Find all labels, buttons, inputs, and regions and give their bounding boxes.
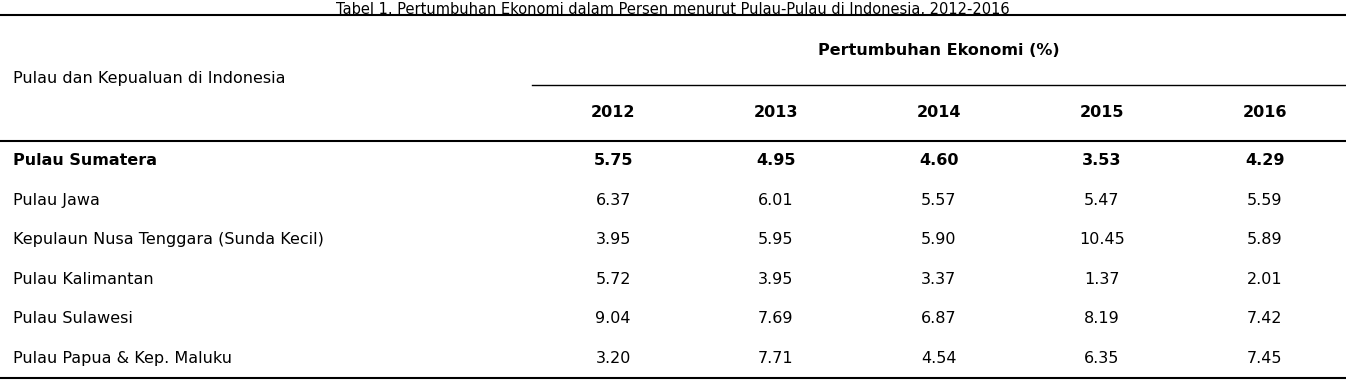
Text: 2015: 2015 [1079,105,1124,120]
Text: 8.19: 8.19 [1084,312,1120,327]
Text: Pulau dan Kepualuan di Indonesia: Pulau dan Kepualuan di Indonesia [13,71,285,86]
Text: 1.37: 1.37 [1084,272,1120,287]
Text: 3.37: 3.37 [921,272,957,287]
Text: 3.95: 3.95 [758,272,794,287]
Text: 5.72: 5.72 [595,272,631,287]
Text: 5.57: 5.57 [921,193,957,208]
Text: 7.69: 7.69 [758,312,794,327]
Text: 5.95: 5.95 [758,232,794,247]
Text: 6.37: 6.37 [595,193,631,208]
Text: Pulau Jawa: Pulau Jawa [13,193,101,208]
Text: 5.47: 5.47 [1084,193,1120,208]
Text: 7.71: 7.71 [758,351,794,366]
Text: 6.35: 6.35 [1084,351,1120,366]
Text: Pulau Sulawesi: Pulau Sulawesi [13,312,133,327]
Text: 6.01: 6.01 [758,193,794,208]
Text: 6.87: 6.87 [921,312,957,327]
Text: 5.90: 5.90 [921,232,957,247]
Text: Pertumbuhan Ekonomi (%): Pertumbuhan Ekonomi (%) [818,43,1059,58]
Text: 3.53: 3.53 [1082,153,1121,168]
Text: 10.45: 10.45 [1079,232,1124,247]
Text: 2012: 2012 [591,105,635,120]
Text: Tabel 1. Pertumbuhan Ekonomi dalam Persen menurut Pulau-Pulau di Indonesia, 2012: Tabel 1. Pertumbuhan Ekonomi dalam Perse… [336,2,1010,17]
Text: 5.75: 5.75 [594,153,633,168]
Text: 7.42: 7.42 [1246,312,1283,327]
Text: 4.95: 4.95 [756,153,795,168]
Text: 3.20: 3.20 [595,351,631,366]
Text: 2.01: 2.01 [1246,272,1283,287]
Text: 4.29: 4.29 [1245,153,1284,168]
Text: 7.45: 7.45 [1246,351,1283,366]
Text: 2016: 2016 [1242,105,1287,120]
Text: 2013: 2013 [754,105,798,120]
Text: 3.95: 3.95 [595,232,631,247]
Text: 4.60: 4.60 [919,153,958,168]
Text: 5.59: 5.59 [1246,193,1283,208]
Text: Pulau Papua & Kep. Maluku: Pulau Papua & Kep. Maluku [13,351,233,366]
Text: 2014: 2014 [917,105,961,120]
Text: 4.54: 4.54 [921,351,957,366]
Text: Pulau Sumatera: Pulau Sumatera [13,153,157,168]
Text: Pulau Kalimantan: Pulau Kalimantan [13,272,153,287]
Text: 9.04: 9.04 [595,312,631,327]
Text: Kepulaun Nusa Tenggara (Sunda Kecil): Kepulaun Nusa Tenggara (Sunda Kecil) [13,232,324,247]
Text: 5.89: 5.89 [1246,232,1283,247]
